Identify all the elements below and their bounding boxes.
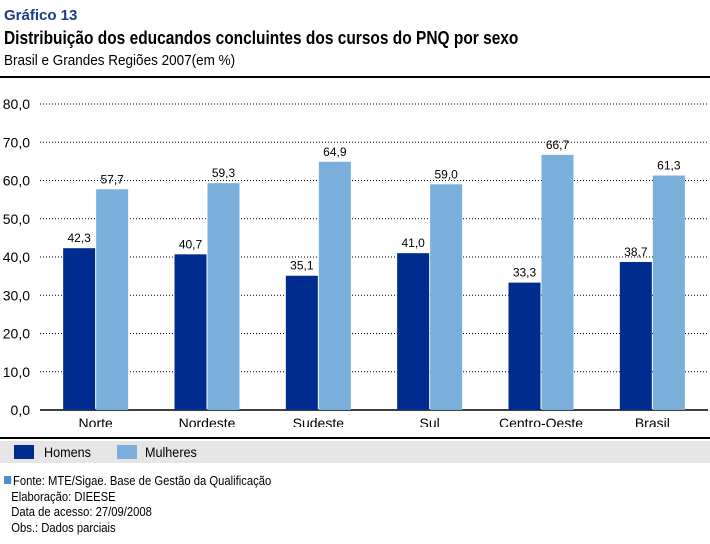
source-text: Fonte: MTE/Sigae. Base de Gestão da Qual… [13,474,272,488]
bar-homens [508,282,541,410]
x-tick-label: Brasil [635,415,670,427]
obs-line: Obs.: Dados parciais [11,520,116,535]
header-rule [0,76,710,78]
bar-chart: 0,0 10,0 20,0 30,0 40,0 50,0 60,0 70,0 80,0 42,3 5… [3,96,708,427]
chart-subtitle: Brasil e Grandes Regiões 2007(em %) [4,52,236,69]
x-tick-label: Sudeste [293,415,345,427]
data-label-mulheres: 57,7 [100,172,124,186]
y-tick-label: 80,0 [3,96,30,112]
y-tick-label: 40,0 [3,249,30,265]
bar-mulheres [541,154,574,410]
bar-homens [619,261,652,410]
bar-mulheres [207,183,240,410]
source-line: Fonte: MTE/Sigae. Base de Gestão da Qual… [4,474,271,490]
y-tick-label: 0,0 [11,402,31,418]
source-notes: Fonte: MTE/Sigae. Base de Gestão da Qual… [4,474,301,536]
y-tick-label: 30,0 [3,287,30,303]
bar-homens [285,275,318,410]
data-label-mulheres: 59,3 [212,166,236,180]
data-label-homens: 35,1 [290,259,314,273]
bar-homens [63,248,96,410]
data-label-homens: 33,3 [513,266,537,280]
chart-bottom-rule [0,437,710,439]
legend: Homens Mulheres [0,441,710,463]
x-tick-label: Sul [420,415,440,427]
bar-mulheres [652,175,685,410]
legend-homens-label: Homens [44,444,91,460]
x-tick-label: Norte [79,415,113,427]
data-label-homens: 40,7 [179,237,203,251]
legend-mulheres-swatch [117,445,137,459]
legend-mulheres-label: Mulheres [145,444,197,460]
elaboracao-line: Elaboração: DIEESE [11,489,116,504]
x-tick-label: Centro-Oeste [499,415,583,427]
bar-homens [174,254,207,410]
bar-mulheres [96,189,129,410]
data-label-mulheres: 59,0 [434,167,458,181]
data-label-mulheres: 66,7 [546,138,570,152]
y-tick-label: 50,0 [3,211,30,227]
legend-homens-swatch [14,445,34,459]
data-label-homens: 41,0 [401,236,425,250]
x-tick-label: Nordeste [179,415,236,427]
data-acesso-line: Data de acesso: 27/09/2008 [11,505,152,519]
y-tick-label: 10,0 [3,364,30,380]
bar-homens [397,253,430,410]
bar-mulheres [430,184,463,410]
data-label-homens: 38,7 [624,245,648,259]
data-label-mulheres: 61,3 [657,159,681,173]
y-tick-label: 20,0 [3,326,30,342]
data-label-mulheres: 64,9 [323,145,347,159]
source-bullet-icon [4,476,12,484]
chart-label: Gráfico 13 [4,7,78,24]
bar-mulheres [318,161,351,410]
y-tick-label: 60,0 [3,173,30,189]
chart-title: Distribuição dos educandos concluintes d… [4,28,519,48]
y-tick-label: 70,0 [3,134,30,150]
data-label-homens: 42,3 [67,231,91,245]
